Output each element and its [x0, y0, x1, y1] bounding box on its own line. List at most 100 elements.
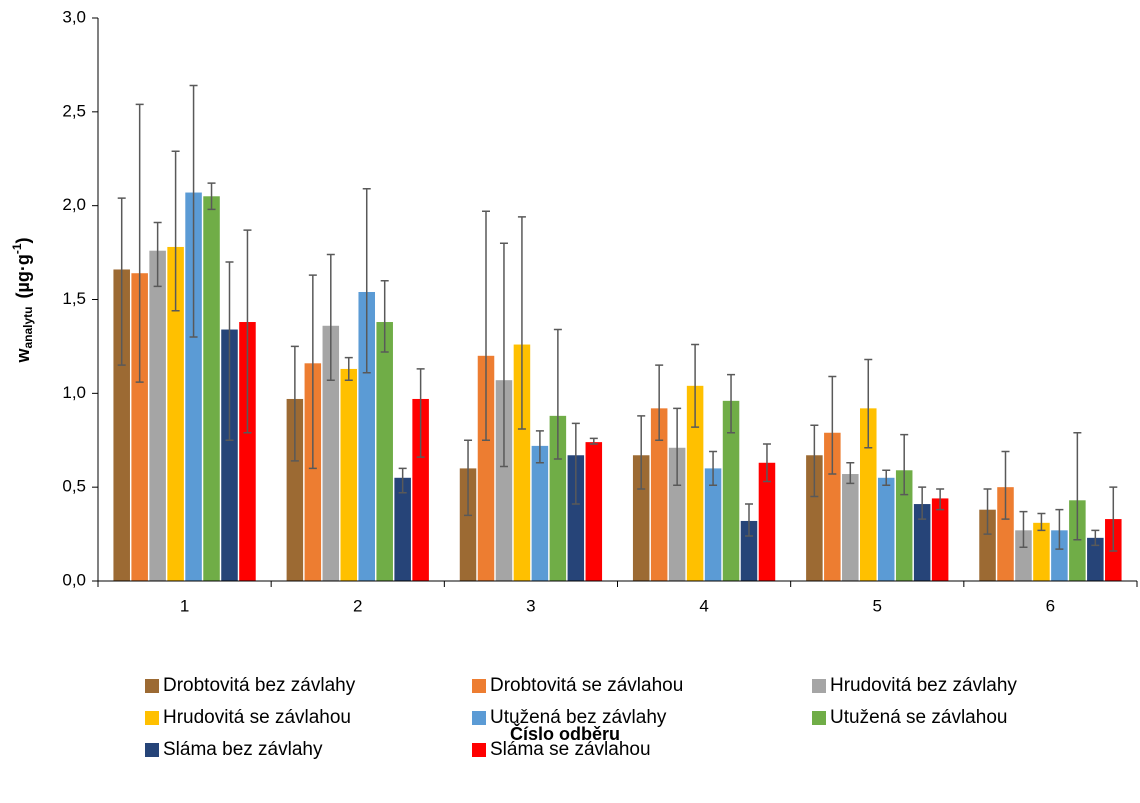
bar	[167, 246, 184, 581]
error-bar	[225, 261, 234, 441]
legend-label: Drobtovitá se závlahou	[490, 675, 683, 696]
bar	[650, 408, 668, 581]
bar	[412, 398, 429, 581]
error-bar	[1037, 512, 1046, 532]
legend-swatch	[812, 711, 826, 725]
error-bar	[553, 328, 562, 460]
x-axis-label: Číslo odběru	[510, 723, 620, 744]
error-bar	[637, 415, 646, 490]
bar	[185, 192, 202, 581]
bar	[686, 385, 704, 581]
y-tick-label: 0,0	[62, 570, 86, 589]
error-bar	[1109, 486, 1118, 552]
error-bar	[517, 216, 526, 430]
bar	[459, 468, 477, 581]
y-tick-label: 3,0	[62, 7, 86, 26]
legend-swatch	[145, 679, 159, 693]
error-bar	[290, 345, 299, 462]
error-bar	[308, 274, 317, 470]
error-bar	[207, 182, 216, 211]
error-bar	[362, 188, 371, 374]
error-bar	[499, 242, 508, 468]
x-tick-label: 1	[180, 596, 189, 615]
legend-label: Drobtovitá bez závlahy	[163, 675, 356, 696]
bar	[860, 408, 877, 581]
bar	[477, 355, 495, 581]
error-bar	[243, 229, 252, 434]
bar	[131, 273, 148, 581]
bar	[585, 442, 603, 581]
error-bar	[727, 373, 736, 434]
bar	[1087, 537, 1104, 581]
error-bar	[673, 407, 682, 487]
bar	[895, 470, 913, 581]
bar	[513, 344, 531, 581]
bar	[913, 504, 931, 581]
error-bar	[744, 503, 753, 537]
x-tick-label: 5	[873, 596, 882, 615]
error-bar	[171, 150, 180, 312]
error-bar	[936, 488, 945, 511]
error-bar	[464, 439, 473, 517]
error-bar	[655, 364, 664, 441]
error-bar	[1019, 510, 1028, 548]
bar	[824, 432, 841, 581]
bar	[567, 455, 585, 581]
bar	[1033, 522, 1050, 581]
legend-label: Hrudovitá bez závlahy	[830, 675, 1017, 696]
error-bar	[846, 462, 855, 485]
bar	[358, 291, 375, 581]
error-bar	[918, 486, 927, 520]
x-tick-label: 2	[353, 596, 362, 615]
bar	[740, 520, 758, 581]
legend-label: Utužená bez závlahy	[490, 707, 667, 728]
bar	[806, 455, 823, 581]
x-tick-label: 3	[526, 596, 535, 615]
error-bar	[482, 210, 491, 441]
error-bar	[135, 103, 144, 383]
error-bar	[983, 488, 992, 535]
error-bar	[882, 469, 891, 487]
bar	[376, 322, 393, 581]
x-tick-label: 4	[699, 596, 708, 615]
bar	[842, 474, 859, 581]
error-bar	[709, 450, 718, 487]
legend-swatch	[472, 743, 486, 757]
error-bar	[398, 467, 407, 494]
y-label-superscript: -1	[10, 243, 24, 254]
legend-swatch	[145, 711, 159, 725]
error-bar	[691, 343, 700, 428]
error-bar	[189, 84, 198, 338]
error-bar	[117, 197, 126, 366]
bar	[113, 269, 130, 581]
y-tick-label: 2,5	[62, 101, 86, 120]
error-bar	[571, 422, 580, 505]
y-label-close: )	[13, 237, 33, 243]
bar	[495, 380, 513, 581]
x-tick-label: 6	[1046, 596, 1055, 615]
bar	[979, 509, 996, 581]
error-bar	[900, 433, 909, 496]
bar	[149, 250, 166, 581]
bar	[239, 322, 256, 581]
bar	[286, 398, 304, 581]
y-tick-label: 1,5	[62, 289, 86, 308]
legend-swatch	[472, 679, 486, 693]
bar	[1069, 500, 1086, 581]
bar	[758, 462, 776, 581]
error-bar	[762, 443, 771, 483]
bar	[632, 455, 650, 581]
bar	[1015, 530, 1032, 581]
legend-swatch	[145, 743, 159, 757]
bar	[322, 325, 340, 581]
bar	[340, 368, 358, 581]
error-bar	[416, 368, 425, 458]
bar	[722, 400, 740, 581]
bar	[1051, 530, 1068, 581]
error-bar	[1055, 508, 1064, 550]
error-bar	[1091, 529, 1100, 547]
bar	[304, 363, 322, 581]
bar	[704, 468, 722, 581]
